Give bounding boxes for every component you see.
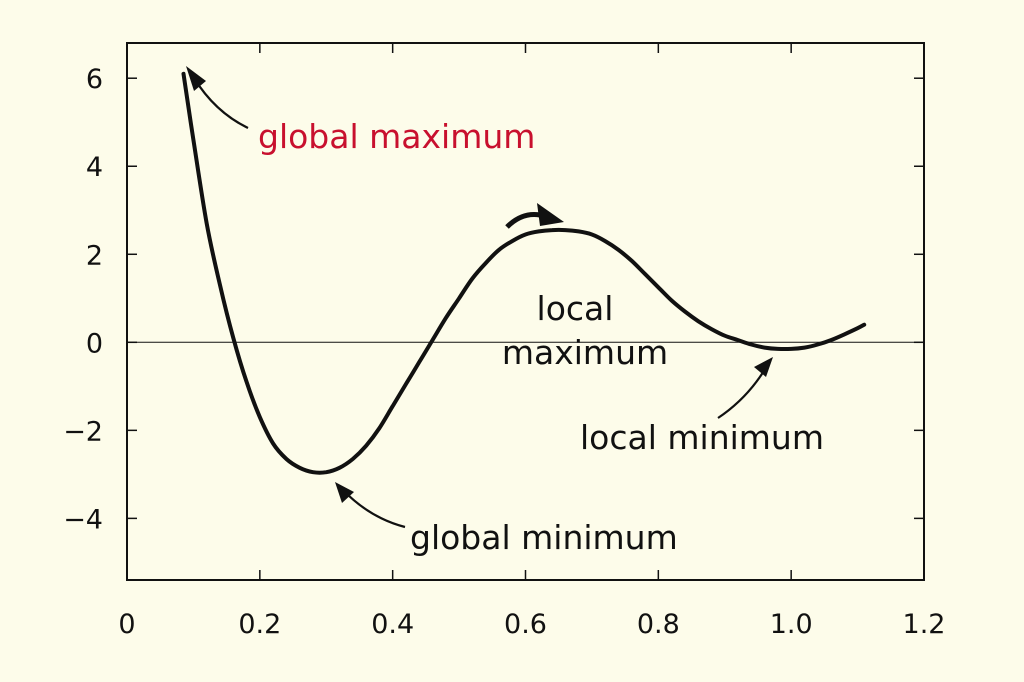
x-tick-label: 0 bbox=[118, 609, 135, 640]
y-tick-label: 6 bbox=[86, 64, 103, 95]
annotation-local-line1: local bbox=[537, 289, 614, 328]
x-tick-label: 0.2 bbox=[238, 609, 281, 640]
x-tick-label: 0.4 bbox=[371, 609, 414, 640]
x-tick-label: 0.6 bbox=[504, 609, 547, 640]
annotation-global-minimum: global minimum bbox=[410, 518, 678, 557]
y-tick-label: −2 bbox=[63, 416, 103, 447]
series-layer bbox=[181, 71, 867, 475]
annotation-arrowheads bbox=[186, 66, 773, 503]
local-minimum-arrow bbox=[717, 365, 768, 419]
local-maximum-arrowhead bbox=[537, 203, 564, 226]
annotation-local-minimum: local minimum bbox=[580, 418, 824, 457]
global-maximum-arrowhead bbox=[186, 66, 206, 91]
y-tick-label: −4 bbox=[63, 504, 103, 535]
series-line-0 bbox=[181, 71, 867, 475]
global-maximum-arrow bbox=[193, 77, 249, 129]
y-tick-label: 2 bbox=[86, 240, 103, 271]
y-tick-label: 0 bbox=[86, 328, 103, 359]
annotation-local-maximum-line2: maximum bbox=[502, 333, 668, 372]
local-maximum-arrow bbox=[505, 212, 541, 229]
y-tick-label: 4 bbox=[86, 152, 103, 183]
x-tick-label: 0.8 bbox=[637, 609, 680, 640]
annotation-global-maximum: global maximum bbox=[258, 117, 535, 156]
global-minimum-arrow bbox=[342, 489, 406, 529]
x-tick-label: 1.0 bbox=[770, 609, 813, 640]
global-minimum-arrowhead bbox=[335, 482, 354, 503]
axis-ticks: 0 0.2 0.4 0.6 0.8 1.0 1.2 6 4 2 0 −2 −4 bbox=[63, 43, 945, 640]
local-minimum-arrowhead bbox=[754, 357, 773, 377]
x-tick-label: 1.2 bbox=[903, 609, 946, 640]
